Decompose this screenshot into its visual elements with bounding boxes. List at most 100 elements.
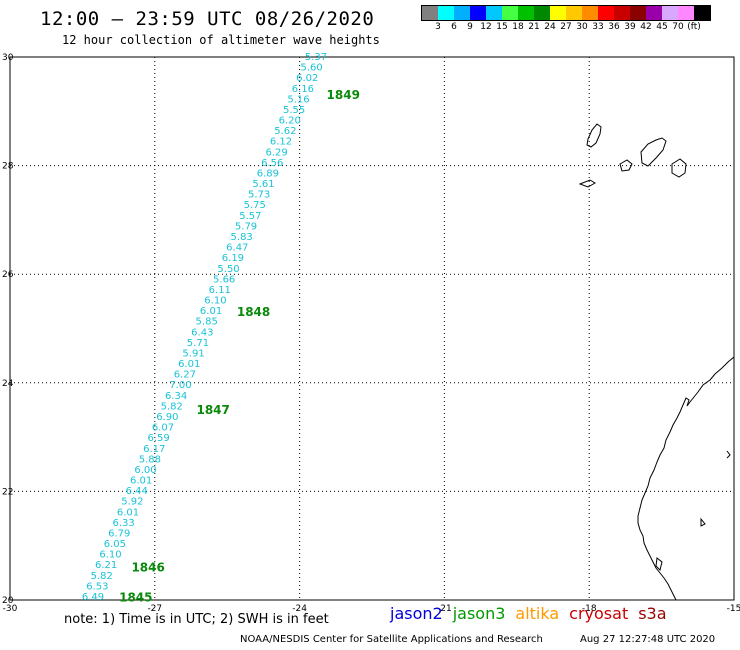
scale-label: 45 [656, 22, 668, 32]
swh-value: 5.60 [300, 63, 322, 74]
scale-label: 12 [480, 22, 492, 32]
swh-value: 5.82 [91, 571, 113, 582]
swh-value: 6.01 [117, 507, 139, 518]
swh-value: 6.10 [204, 296, 226, 307]
swh-track: 5.375.606.026.165.165.556.205.626.126.29… [82, 52, 327, 603]
lon-tick-label: -18 [582, 604, 597, 614]
lat-tick-label: 20 [2, 596, 14, 606]
swh-value: 5.83 [231, 232, 253, 243]
scale-label: 42 [640, 22, 652, 32]
satellite-name-altika: altika [515, 604, 560, 623]
swh-value: 6.01 [130, 476, 152, 487]
page-subtitle: 12 hour collection of altimeter wave hei… [62, 33, 380, 47]
swh-value: 6.01 [178, 359, 200, 370]
swh-value: 5.71 [187, 338, 209, 349]
swh-value: 5.73 [248, 190, 270, 201]
color-scale-labels: 3 6 9 12 15 18 21 24 27 30 33 36 39 42 45 70 (ft) [421, 21, 711, 33]
pass-time-label: 1845 [119, 590, 152, 604]
swh-value: 5.55 [283, 105, 305, 116]
lat-tick-label: 22 [2, 487, 13, 497]
scale-label: 21 [528, 22, 540, 32]
swh-value: 5.79 [235, 221, 257, 232]
swh-value: 6.01 [200, 306, 222, 317]
pass-time-label: 1846 [131, 560, 164, 574]
scale-label: 6 [451, 22, 457, 32]
satellite-name-s3a: s3a [638, 604, 667, 623]
pass-time-label: 1849 [327, 88, 360, 102]
swh-value: 6.33 [112, 518, 134, 529]
swh-value: 6.47 [226, 243, 248, 254]
swh-value: 5.62 [274, 126, 296, 137]
island-la-palma [619, 159, 633, 172]
scale-label: 3 [435, 22, 441, 32]
island-gran-canaria [671, 158, 687, 178]
scale-swatch [438, 6, 454, 20]
scale-label: 33 [592, 22, 604, 32]
scale-swatch [646, 6, 662, 20]
scale-label: (ft) [687, 22, 701, 32]
scale-swatch [502, 6, 518, 20]
page-title: 12:00 – 23:59 UTC 08/26/2020 [40, 8, 375, 30]
scale-swatch [454, 6, 470, 20]
map-frame [9, 56, 735, 601]
satellite-legend: jason2 jason3 altika cryosat s3a [390, 604, 677, 623]
lat-tick-label: 24 [2, 379, 14, 389]
swh-value: 6.00 [134, 465, 156, 476]
swh-value: 6.89 [257, 168, 279, 179]
scale-label: 18 [512, 22, 524, 32]
scale-swatch [566, 6, 582, 20]
scale-label: 36 [608, 22, 620, 32]
scale-swatch [662, 6, 678, 20]
swh-value: 6.11 [209, 285, 231, 296]
swh-value: 6.29 [266, 147, 288, 158]
swh-value: 5.85 [196, 317, 218, 328]
swh-value: 5.61 [252, 179, 274, 190]
swh-value: 6.16 [292, 84, 314, 95]
scale-swatch [694, 6, 710, 20]
scale-label: 70 [672, 22, 684, 32]
swh-value: 6.20 [279, 116, 301, 127]
lon-tick-label: -30 [3, 604, 18, 614]
swh-value: 6.07 [152, 423, 174, 434]
color-scale-bar [421, 5, 711, 21]
island-small-2 [700, 517, 706, 527]
pass-time-label: 1848 [237, 305, 270, 319]
swh-value: 6.02 [296, 73, 318, 84]
wave-height-color-scale: 3 6 9 12 15 18 21 24 27 30 33 36 39 42 45 70 (ft) [421, 5, 711, 33]
generated-timestamp: Aug 27 12:27:48 UTC 2020 [580, 634, 716, 645]
african-coastline [637, 356, 735, 601]
lat-tick-label: 26 [2, 270, 14, 280]
scale-swatch [534, 6, 550, 20]
scale-swatch [678, 6, 694, 20]
satellite-name-jason3: jason3 [452, 604, 506, 623]
satellite-name-cryosat: cryosat [569, 604, 629, 623]
scale-label: 30 [576, 22, 588, 32]
swh-value: 6.49 [82, 592, 104, 603]
island-fuerteventura [578, 179, 596, 188]
swh-value: 6.34 [165, 391, 187, 402]
footer-note: note: 1) Time is in UTC; 2) SWH is in fe… [64, 612, 329, 627]
island-small-3 [655, 557, 663, 571]
lat-tick-label: 30 [2, 53, 14, 63]
swh-value: 5.75 [244, 200, 266, 211]
swh-value: 5.16 [287, 94, 309, 105]
swh-value: 6.27 [174, 370, 196, 381]
pass-time-label: 1847 [196, 403, 229, 417]
lon-tick-label: -15 [727, 604, 740, 614]
swh-value: 6.17 [143, 444, 165, 455]
lon-tick-label: -21 [437, 604, 452, 614]
scale-swatch [582, 6, 598, 20]
swh-value: 5.88 [139, 454, 161, 465]
scale-swatch [518, 6, 534, 20]
scale-label: 24 [544, 22, 556, 32]
swh-value: 6.59 [147, 433, 169, 444]
swh-value: 6.43 [191, 327, 213, 338]
swh-value: 6.90 [156, 412, 178, 423]
satellite-name-jason2: jason2 [390, 604, 443, 623]
swh-value: 6.21 [95, 560, 117, 571]
axis-tick-labels: -30 -27 -24 -21 -18 -15 30 28 26 24 22 20 [2, 53, 740, 614]
swh-value: 5.92 [121, 497, 143, 508]
swh-value: 5.82 [161, 401, 183, 412]
swh-value: 6.53 [86, 581, 108, 592]
